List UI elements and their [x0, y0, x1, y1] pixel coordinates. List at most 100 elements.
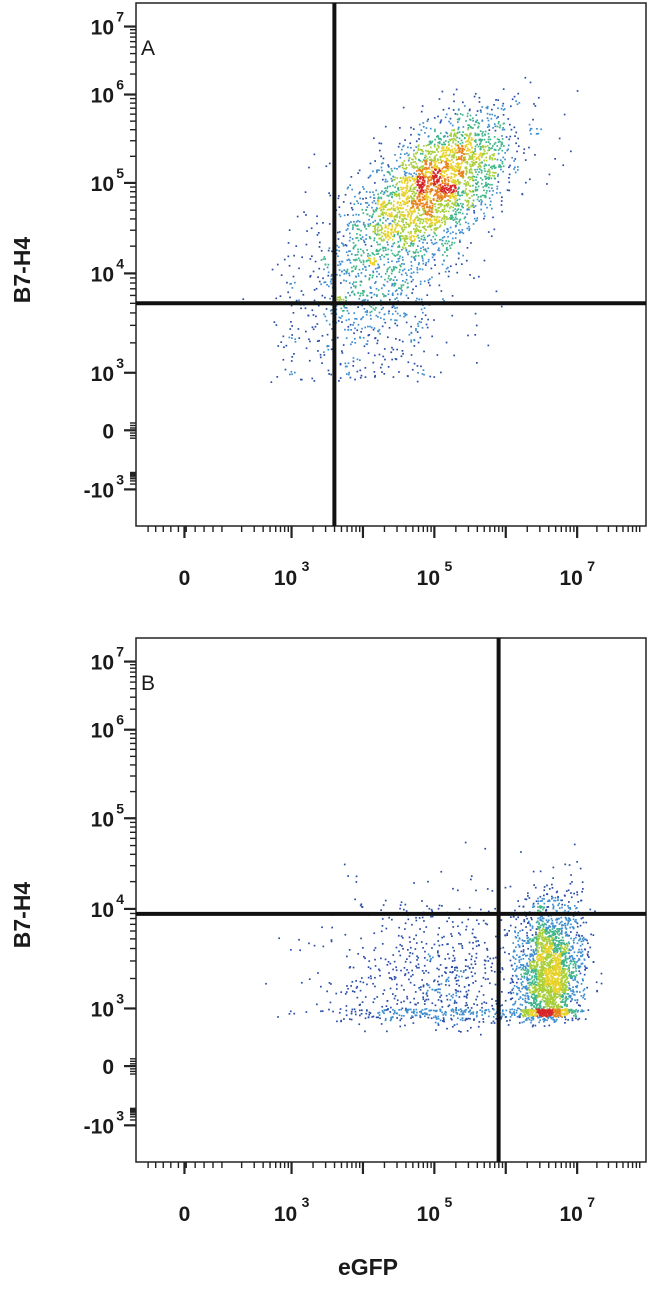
scatter-point — [440, 219, 443, 221]
scatter-point — [455, 149, 458, 152]
scatter-point — [572, 939, 575, 942]
scatter-point — [448, 196, 451, 199]
scatter-point — [419, 192, 422, 195]
scatter-point — [477, 126, 479, 129]
scatter-point — [407, 223, 410, 226]
scatter-point — [381, 363, 383, 366]
scatter-point — [426, 222, 428, 225]
scatter-point — [288, 336, 291, 339]
scatter-point — [298, 337, 301, 339]
scatter-point — [382, 206, 385, 209]
scatter-point — [425, 220, 427, 223]
scatter-point — [462, 150, 464, 153]
scatter-point — [420, 214, 423, 216]
scatter-point — [376, 294, 378, 296]
scatter-point — [438, 198, 441, 200]
scatter-point — [359, 284, 362, 287]
scatter-point — [472, 189, 474, 192]
scatter-point — [345, 307, 348, 309]
scatter-point — [441, 188, 443, 191]
scatter-point — [415, 176, 418, 178]
scatter-point — [435, 160, 438, 163]
scatter-point — [371, 276, 374, 279]
scatter-point — [384, 321, 387, 324]
scatter-point — [349, 184, 351, 186]
scatter-point — [471, 151, 474, 153]
scatter-point — [354, 342, 357, 344]
scatter-point — [339, 274, 341, 277]
scatter-point — [391, 238, 394, 241]
scatter-point — [568, 984, 571, 987]
scatter-point — [442, 298, 444, 300]
scatter-point — [506, 189, 509, 191]
scatter-point — [407, 253, 409, 256]
scatter-point — [525, 967, 527, 970]
scatter-point — [371, 206, 373, 209]
scatter-point — [370, 296, 373, 299]
scatter-point — [418, 191, 421, 194]
scatter-point — [382, 208, 385, 211]
scatter-point — [466, 213, 468, 215]
scatter-point — [389, 215, 392, 218]
scatter-point — [349, 294, 351, 297]
scatter-point — [483, 215, 486, 218]
scatter-point — [479, 138, 482, 141]
scatter-point — [550, 991, 553, 994]
scatter-point — [365, 343, 368, 345]
scatter-point — [356, 253, 359, 256]
scatter-point — [345, 272, 348, 275]
scatter-point — [381, 211, 384, 213]
scatter-point — [380, 225, 383, 228]
scatter-point — [468, 109, 471, 112]
scatter-point — [398, 142, 401, 145]
scatter-point — [580, 952, 582, 954]
scatter-point — [480, 166, 482, 168]
scatter-point — [405, 248, 408, 251]
scatter-point — [465, 193, 468, 195]
scatter-point — [374, 267, 377, 270]
scatter-point — [453, 169, 455, 172]
scatter-point — [445, 157, 448, 160]
scatter-point — [396, 312, 399, 315]
scatter-point — [479, 142, 482, 145]
scatter-point — [346, 223, 349, 226]
scatter-point — [456, 218, 458, 220]
scatter-point — [400, 293, 402, 296]
y-tick-exponent: 7 — [116, 9, 124, 25]
scatter-point — [389, 237, 391, 239]
scatter-point — [291, 325, 293, 327]
scatter-point — [408, 333, 411, 336]
scatter-point — [379, 237, 382, 239]
scatter-point — [344, 296, 347, 298]
scatter-point — [397, 246, 399, 248]
scatter-point — [437, 141, 439, 144]
scatter-point — [412, 205, 414, 208]
scatter-point — [327, 249, 330, 252]
scatter-point — [390, 207, 393, 210]
scatter-point — [574, 1013, 577, 1016]
scatter-point — [478, 153, 481, 156]
scatter-point — [561, 988, 564, 991]
scatter-point — [537, 934, 540, 937]
scatter-point — [432, 159, 435, 162]
scatter-point — [482, 152, 484, 155]
scatter-point — [443, 205, 446, 208]
scatter-point — [366, 249, 368, 251]
scatter-point — [430, 216, 433, 218]
scatter-point — [578, 965, 581, 968]
scatter-point — [544, 960, 547, 963]
scatter-point — [402, 221, 404, 224]
scatter-point — [412, 244, 414, 247]
scatter-point — [362, 186, 364, 188]
scatter-point — [535, 1000, 538, 1002]
scatter-point — [344, 244, 347, 246]
scatter-point — [459, 181, 462, 184]
scatter-point — [444, 270, 447, 273]
scatter-point — [339, 215, 342, 218]
scatter-point — [529, 965, 532, 967]
scatter-point — [416, 170, 418, 172]
scatter-point — [418, 138, 420, 140]
scatter-point — [557, 944, 559, 947]
scatter-point — [392, 184, 394, 187]
scatter-point — [379, 224, 381, 226]
